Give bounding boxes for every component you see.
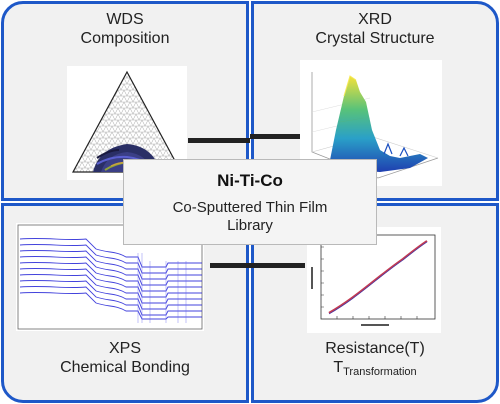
xrd-caption: XRD Crystal Structure <box>251 10 499 48</box>
xps-spectra-icon <box>17 224 203 330</box>
resistance-temperature-icon <box>311 234 436 326</box>
transformation-temp-symbol: T <box>333 359 344 376</box>
library-subtitle-line1: Co-Sputtered Thin Film <box>172 199 328 216</box>
xrd-caption-line1: XRD <box>358 11 392 28</box>
connector-xrd <box>250 134 305 139</box>
wds-caption: WDS Composition <box>1 10 249 48</box>
wds-caption-line1: WDS <box>106 11 144 28</box>
resistance-caption: Resistance(T) TTransformation <box>251 339 499 382</box>
center-library-box: Ni-Ti-Co Co-Sputtered Thin Film Library <box>123 159 377 245</box>
xrd-3d-surface-icon <box>311 72 439 179</box>
alloy-system-title: Ni-Ti-Co <box>217 171 283 190</box>
connector-xps <box>210 263 250 268</box>
connector-wds <box>188 138 250 143</box>
xrd-caption-line2: Crystal Structure <box>315 30 435 47</box>
xps-caption: XPS Chemical Bonding <box>1 339 249 377</box>
transformation-subscript: Transformation <box>343 366 417 378</box>
resistance-caption-line2: TTransformation <box>251 358 499 382</box>
wds-caption-line2: Composition <box>80 30 170 47</box>
xps-plot-image <box>16 223 204 331</box>
library-subtitle: Co-Sputtered Thin Film Library <box>124 199 376 235</box>
resistance-caption-line1: Resistance(T) <box>325 340 425 357</box>
library-subtitle-line2: Library <box>227 217 273 234</box>
xps-caption-line2: Chemical Bonding <box>60 359 190 376</box>
xps-caption-line1: XPS <box>108 340 141 357</box>
connector-resistance <box>250 263 305 268</box>
